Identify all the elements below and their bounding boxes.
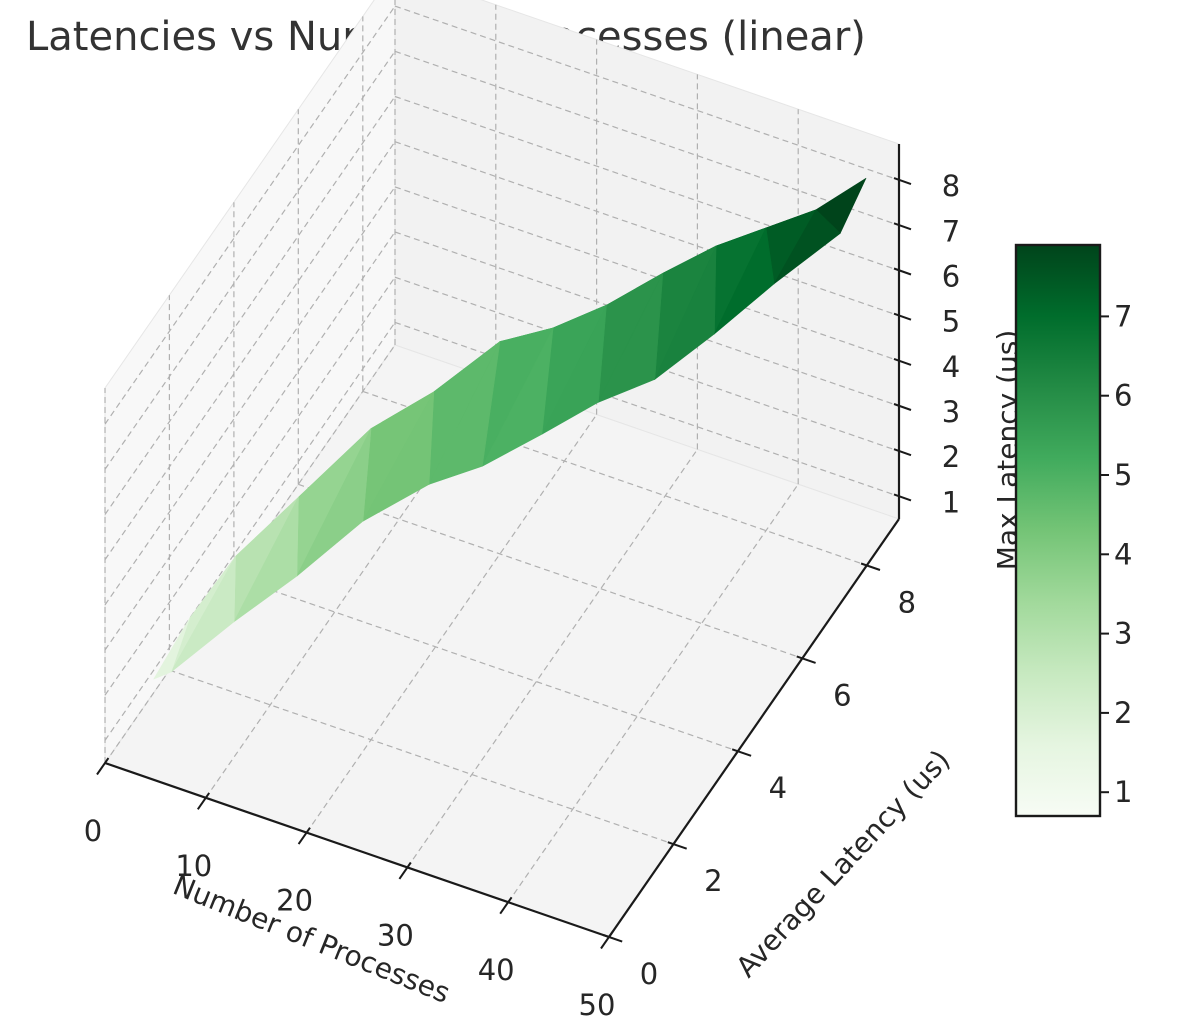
grid-line-z xyxy=(104,231,396,651)
grid-line-x xyxy=(507,483,799,903)
y-tick-mark xyxy=(667,841,688,850)
y-axis-label: Average Latency (us) xyxy=(729,743,956,983)
grid-line-x xyxy=(306,414,598,833)
surface xyxy=(153,177,867,680)
z-tick-mark xyxy=(893,312,912,321)
colorbar-tick-label: 5 xyxy=(1114,458,1132,492)
surface-facet xyxy=(597,272,664,403)
grid-line-z xyxy=(104,50,396,470)
y-tick-label: 0 xyxy=(640,957,658,991)
surface-facet xyxy=(428,341,501,485)
x-tick-label: 50 xyxy=(579,988,616,1022)
z-tick-label: 5 xyxy=(942,305,960,339)
surface-facet xyxy=(541,304,607,435)
z-tick-mark xyxy=(893,493,912,502)
x-tick-mark xyxy=(297,827,311,845)
colorbar-tick-label: 6 xyxy=(1114,379,1132,413)
y-tick-label: 6 xyxy=(833,678,851,712)
x-tick-label: 10 xyxy=(175,849,212,883)
surface-facet xyxy=(481,327,554,467)
z-tick-label: 1 xyxy=(942,485,960,519)
colorbar-tick-label: 7 xyxy=(1114,299,1132,333)
z-tick-label: 7 xyxy=(942,214,960,248)
surface-facet xyxy=(296,428,372,577)
axes-panes xyxy=(104,0,900,938)
surface-facet xyxy=(153,617,190,680)
colorbar-frame xyxy=(1014,243,1102,818)
x-tick-mark xyxy=(499,896,513,915)
grid-line-z xyxy=(394,276,900,452)
grid-line-z xyxy=(394,5,900,181)
grid-line-z xyxy=(104,276,396,696)
z-tick-mark xyxy=(893,177,912,186)
z-tick-label: 4 xyxy=(942,350,960,384)
z-tick-mark xyxy=(893,448,912,457)
grid-lines xyxy=(104,0,900,938)
grid-line-z xyxy=(394,321,900,497)
grid-line-z xyxy=(104,186,396,606)
grid-line-y xyxy=(169,669,674,845)
x-tick-mark xyxy=(96,757,110,776)
x-tick-label: 20 xyxy=(276,884,313,918)
grid-line-y xyxy=(233,576,739,752)
y-tick-mark xyxy=(602,934,623,943)
colorbar-tick-label: 2 xyxy=(1114,696,1132,730)
y-tick-mark xyxy=(731,748,752,757)
surface-facet xyxy=(233,496,299,623)
grid-line-x xyxy=(406,449,698,868)
z-tick-label: 6 xyxy=(942,260,960,294)
x-tick-mark xyxy=(196,792,211,810)
grid-line-z xyxy=(104,141,396,561)
grid-line-z xyxy=(394,50,900,226)
grid-line-z xyxy=(394,186,900,362)
z-tick-mark xyxy=(893,222,912,231)
x-tick-label: 40 xyxy=(478,953,515,987)
z-tick-mark xyxy=(893,357,912,366)
y-tick-mark xyxy=(860,562,881,571)
grid-line-z xyxy=(104,96,396,515)
z-tick-label: 2 xyxy=(942,440,960,474)
z-tick-mark xyxy=(893,267,912,276)
z-tick-label: 3 xyxy=(942,395,960,429)
grid-line-y xyxy=(298,483,803,659)
x-tick-label: 30 xyxy=(377,918,414,952)
grid-line-z xyxy=(394,231,900,407)
axes: 0 10 20 30 40 50 0 2 4 6 8 1 2 3 4 5 6 7 8 xyxy=(84,144,960,1022)
grid-line-z xyxy=(104,322,396,741)
grid-line-y xyxy=(362,390,867,566)
surface-facet xyxy=(773,209,841,285)
surface-facet xyxy=(362,391,435,522)
y-axis-line xyxy=(608,518,900,938)
x-tick-mark xyxy=(398,861,412,880)
y-tick-label: 2 xyxy=(704,864,722,898)
colorbar-tick-label: 1 xyxy=(1114,775,1132,809)
surface-facet xyxy=(714,227,775,335)
y-tick-label: 4 xyxy=(769,771,787,805)
colorbar-ticks: 1 2 3 4 5 6 7 xyxy=(1100,299,1132,809)
x-tick-label: 0 xyxy=(84,814,102,848)
colorbar-tick-label: 3 xyxy=(1114,617,1132,651)
x-axis-line xyxy=(104,761,610,939)
grid-line-z xyxy=(104,5,396,425)
y-tick-mark xyxy=(796,655,816,664)
y-tick-label: 8 xyxy=(898,585,916,619)
grid-line-z xyxy=(394,141,900,317)
colorbar: 1 2 3 4 5 6 7 xyxy=(1014,243,1132,818)
colorbar-gradient xyxy=(1016,245,1100,816)
surface-facet xyxy=(654,245,717,380)
z-tick-label: 8 xyxy=(942,169,960,203)
colorbar-tick-label: 4 xyxy=(1114,537,1132,571)
surface-facet xyxy=(170,556,236,673)
z-tick-mark xyxy=(893,403,912,411)
